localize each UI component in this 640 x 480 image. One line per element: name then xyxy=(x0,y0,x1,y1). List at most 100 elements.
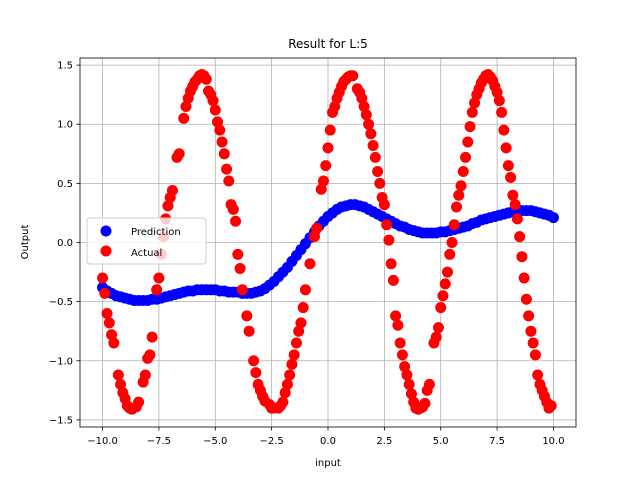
data-point-actual xyxy=(308,231,320,243)
data-point-actual xyxy=(311,222,323,234)
data-point-actual xyxy=(218,148,230,160)
y-tick-label: 1.0 xyxy=(57,120,73,131)
data-point-actual xyxy=(112,369,124,381)
x-axis-label: input xyxy=(315,458,341,469)
data-point-actual xyxy=(532,369,544,381)
data-point-actual xyxy=(430,331,442,343)
x-tick-label: 5.0 xyxy=(433,436,449,447)
data-series xyxy=(97,69,559,415)
data-point-actual xyxy=(462,136,474,148)
data-point-actual xyxy=(288,349,300,361)
data-point-actual xyxy=(392,319,404,331)
data-point-actual xyxy=(545,400,557,412)
data-point-actual xyxy=(369,151,381,163)
data-point-actual xyxy=(399,361,411,373)
data-point-actual xyxy=(439,278,451,290)
data-point-actual xyxy=(317,175,329,187)
data-point-actual xyxy=(403,378,415,390)
data-point-actual xyxy=(374,177,386,189)
data-point-actual xyxy=(394,337,406,349)
data-point-actual xyxy=(223,175,235,187)
data-point-actual xyxy=(108,337,120,349)
data-point-actual xyxy=(207,95,219,107)
data-point-actual xyxy=(455,180,467,192)
data-point-actual xyxy=(419,397,431,409)
data-point-actual xyxy=(320,160,332,172)
data-point-actual xyxy=(448,219,460,231)
data-point-actual xyxy=(322,142,334,154)
data-point-actual xyxy=(432,322,444,334)
data-point-actual xyxy=(99,287,111,299)
data-point-actual xyxy=(396,349,408,361)
data-point-actual xyxy=(248,355,260,367)
data-point-actual xyxy=(509,199,521,211)
data-point-actual xyxy=(365,128,377,140)
data-point-actual xyxy=(166,184,178,196)
data-point-actual xyxy=(360,109,372,121)
data-point-actual xyxy=(500,142,512,154)
data-point-actual xyxy=(516,251,528,263)
data-point-actual xyxy=(146,331,158,343)
data-point-actual xyxy=(435,302,447,314)
data-point-actual xyxy=(446,237,458,248)
data-point-actual xyxy=(464,121,476,133)
data-point-actual xyxy=(367,140,379,152)
data-point-actual xyxy=(200,73,212,85)
data-point-actual xyxy=(329,100,341,112)
data-point-actual xyxy=(520,293,532,305)
data-point-actual xyxy=(284,369,296,381)
data-point-actual xyxy=(216,136,228,148)
data-point-actual xyxy=(356,92,368,104)
x-tick-label: 0.0 xyxy=(320,436,336,447)
data-point-actual xyxy=(234,263,246,275)
data-point-actual xyxy=(133,396,145,408)
data-point-actual xyxy=(390,310,402,322)
data-point-actual xyxy=(493,95,505,107)
data-point-actual xyxy=(97,272,109,284)
data-point-actual xyxy=(295,317,307,329)
data-point-actual xyxy=(387,274,399,286)
data-point-actual xyxy=(514,231,526,243)
data-point-actual xyxy=(511,213,523,225)
data-point-actual xyxy=(423,378,435,390)
data-point-actual xyxy=(212,116,224,128)
chart-title: Result for L:5 xyxy=(288,37,368,51)
data-point-actual xyxy=(363,118,375,130)
data-point-actual xyxy=(491,86,503,98)
data-point-actual xyxy=(444,248,456,260)
data-point-actual xyxy=(227,203,239,215)
data-point-actual xyxy=(453,189,465,201)
data-point-actual xyxy=(518,272,530,284)
data-point-actual xyxy=(286,358,298,370)
x-tick-label: −10.0 xyxy=(87,436,118,447)
data-point-actual xyxy=(457,166,469,178)
data-point-actual xyxy=(502,160,514,172)
data-point-actual xyxy=(385,258,397,270)
data-point-actual xyxy=(243,325,255,337)
data-point-actual xyxy=(153,272,165,284)
data-point-actual xyxy=(178,112,190,124)
y-tick-label: 0.5 xyxy=(57,179,73,190)
data-point-actual xyxy=(381,219,393,231)
data-point-actual xyxy=(523,310,535,322)
data-point-actual xyxy=(466,106,478,118)
x-tick-label: −7.5 xyxy=(147,436,171,447)
x-tick-label: 2.5 xyxy=(376,436,392,447)
legend-marker-prediction xyxy=(100,225,112,237)
data-point-actual xyxy=(372,166,384,178)
data-point-actual xyxy=(347,70,359,82)
data-point-actual xyxy=(297,302,309,314)
data-point-actual xyxy=(106,329,118,341)
data-point-actual xyxy=(405,388,417,400)
x-tick-label: 10.0 xyxy=(542,436,564,447)
data-point-actual xyxy=(358,100,370,112)
legend-box xyxy=(86,217,207,265)
data-point-actual xyxy=(151,284,163,296)
y-axis-label: Output xyxy=(20,225,31,260)
data-point-actual xyxy=(144,349,156,361)
axis-ticks: −10.0 −7.5 −5.0 −2.5 0.0 2.5 5.0 7.5 10.0 −1.5 −1.… xyxy=(49,61,565,447)
data-point-actual xyxy=(507,189,519,201)
data-point-actual xyxy=(505,171,517,183)
y-tick-label: −1.5 xyxy=(49,415,73,426)
